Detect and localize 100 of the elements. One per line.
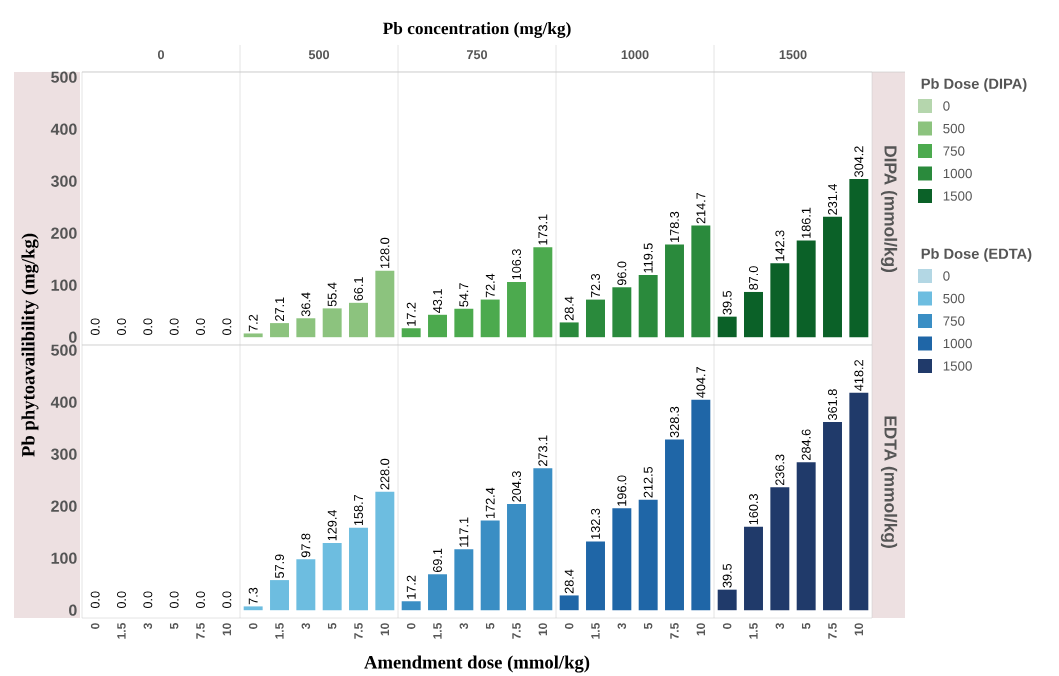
bar [480, 299, 500, 338]
data-label: 55.4 [327, 282, 337, 307]
data-label: 28.4 [564, 569, 574, 594]
x-tick-label: 5 [643, 623, 653, 630]
bar [243, 606, 263, 611]
data-label: 72.4 [485, 273, 495, 298]
data-label: 39.5 [722, 563, 732, 588]
data-label: 328.3 [670, 406, 679, 438]
legend-title: Pb Dose (DIPA) [921, 78, 1027, 92]
data-label: 0.0 [90, 591, 100, 609]
bar [849, 392, 869, 611]
data-label: 36.4 [301, 292, 311, 317]
legend-label: 1000 [943, 338, 972, 349]
bar [401, 601, 421, 611]
bar [243, 333, 263, 338]
data-label: 117.1 [459, 517, 469, 547]
bar [612, 508, 632, 611]
bar [796, 462, 816, 611]
data-label: 0.0 [143, 318, 153, 336]
legend-label: 500 [943, 293, 965, 304]
x-tick-label: 1.5 [433, 623, 442, 639]
data-label: 28.4 [564, 296, 574, 321]
x-tick-label: 1.5 [591, 623, 600, 639]
bar [349, 527, 368, 611]
bar [533, 247, 553, 338]
x-tick-label: 7.5 [512, 623, 521, 639]
bar [717, 316, 737, 338]
bar [454, 308, 474, 338]
legend-label: 0 [943, 271, 950, 281]
x-tick-label: 7.5 [828, 623, 837, 639]
data-label: 129.4 [327, 509, 337, 541]
bar [480, 520, 500, 611]
chart-title: Pb concentration (mg/kg) [382, 22, 571, 38]
bar [270, 580, 289, 611]
bar [612, 287, 632, 338]
y-tick-label: 300 [50, 448, 77, 460]
data-label: 96.0 [617, 261, 627, 286]
data-label: 273.1 [538, 435, 548, 466]
data-label: 87.0 [749, 266, 758, 290]
data-label: 418.2 [854, 360, 864, 391]
bar [401, 328, 421, 338]
x-tick-label: 1.5 [275, 623, 284, 639]
data-label: 0.0 [143, 591, 153, 609]
x-tick-label: 5 [485, 623, 495, 630]
bar [638, 275, 658, 338]
legend-label: 0 [943, 101, 950, 111]
data-label: 228.0 [380, 458, 390, 490]
data-label: 97.8 [301, 533, 311, 558]
bar [770, 487, 790, 611]
x-tick-label: 5 [327, 623, 337, 630]
bar [322, 308, 342, 338]
x-axis-title: Amendment dose (mmol/kg) [364, 655, 590, 673]
data-label: 186.1 [801, 207, 811, 238]
y-tick-label: 200 [51, 500, 77, 512]
x-tick-label: 1.5 [749, 623, 758, 639]
data-label: 0.0 [117, 591, 126, 609]
data-label: 39.5 [722, 290, 732, 315]
data-label: 128.0 [380, 237, 390, 269]
bar [744, 526, 763, 611]
bar [428, 314, 447, 338]
legend-label: 1500 [943, 361, 972, 371]
y-tick-label: 400 [50, 396, 77, 408]
data-label: 0.0 [222, 318, 232, 336]
y-tick-label: 300 [50, 175, 77, 187]
data-label: 17.2 [406, 302, 416, 326]
x-tick-label: 3 [459, 623, 469, 630]
data-label: 304.2 [854, 146, 864, 177]
x-tick-label: 1.5 [117, 623, 126, 639]
data-label: 57.9 [275, 554, 284, 578]
text: 1500 [779, 50, 807, 60]
bar [691, 225, 711, 338]
data-label: 119.5 [643, 243, 653, 273]
data-label: 172.4 [485, 487, 495, 518]
data-label: 236.3 [775, 454, 785, 486]
data-label: 214.7 [696, 192, 706, 224]
data-label: 0.0 [169, 318, 179, 336]
data-label: 231.4 [828, 183, 837, 215]
x-tick-label: 0 [248, 623, 258, 629]
x-tick-label: 10 [696, 623, 706, 636]
data-label: 106.3 [512, 249, 521, 280]
bar [586, 541, 605, 611]
bar [349, 302, 368, 338]
x-tick-label: 3 [301, 623, 311, 630]
legend-label: 1000 [943, 168, 972, 179]
data-label: 212.5 [643, 466, 653, 498]
bar [296, 559, 316, 611]
bar [823, 422, 842, 611]
legend-label: 750 [943, 316, 965, 326]
x-tick-label: 10 [222, 623, 232, 636]
legend-label: 750 [943, 146, 965, 156]
bar [270, 323, 289, 338]
y-tick-label: 400 [50, 123, 77, 135]
bar [665, 439, 684, 611]
data-label: 284.6 [801, 429, 811, 460]
data-label: 173.1 [538, 214, 548, 245]
text: 500 [308, 50, 330, 60]
data-label: 158.7 [354, 495, 363, 526]
data-label: 142.3 [775, 230, 785, 261]
x-tick-label: 5 [169, 623, 179, 630]
bar [375, 491, 395, 611]
